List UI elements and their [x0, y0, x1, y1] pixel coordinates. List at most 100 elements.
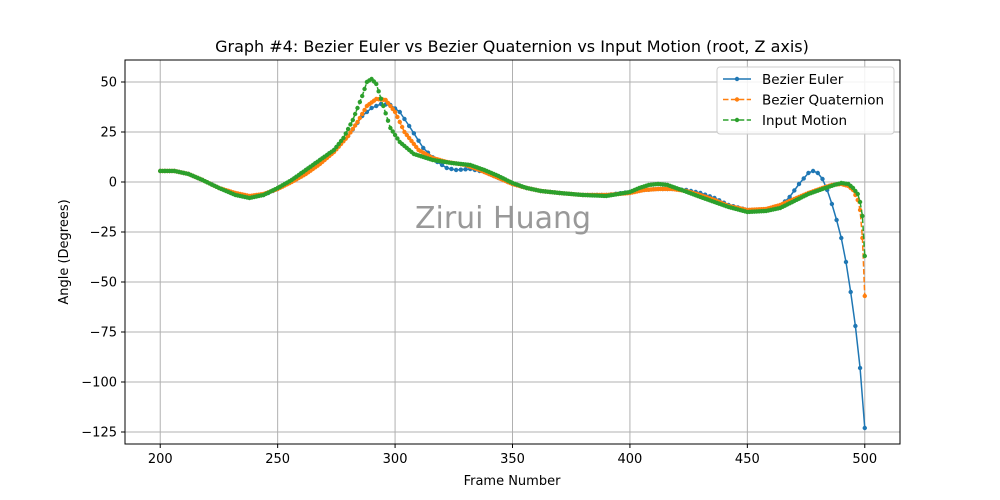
data-point	[463, 167, 468, 172]
data-point	[395, 114, 400, 120]
data-point	[834, 217, 839, 223]
x-tick-label: 200	[148, 452, 173, 467]
data-point	[341, 135, 346, 141]
data-point	[334, 144, 339, 150]
legend-marker	[734, 76, 740, 82]
chart-title: Graph #4: Bezier Euler vs Bezier Quatern…	[215, 37, 809, 56]
y-tick-label: 25	[100, 126, 117, 141]
data-point	[458, 167, 464, 172]
data-point	[390, 129, 395, 134]
data-point	[331, 147, 337, 153]
legend-label: Bezier Euler	[762, 72, 844, 88]
data-point	[853, 188, 858, 194]
data-point	[416, 138, 421, 143]
data-point	[839, 235, 844, 241]
legend-marker	[734, 97, 740, 102]
data-point	[352, 111, 358, 117]
y-tick-label: 50	[100, 76, 117, 91]
legend-marker	[734, 117, 740, 123]
data-point	[857, 365, 863, 371]
data-point	[404, 132, 410, 138]
data-point	[857, 199, 863, 205]
data-point	[414, 144, 419, 150]
data-point	[348, 130, 353, 135]
data-point	[385, 118, 391, 123]
watermark: Zirui Huang	[415, 201, 591, 236]
data-point	[406, 135, 412, 141]
data-point	[369, 105, 374, 111]
data-point	[397, 119, 402, 125]
data-point	[806, 170, 811, 176]
data-point	[853, 323, 858, 329]
data-point	[860, 213, 865, 219]
data-point	[352, 123, 358, 128]
data-point	[411, 131, 417, 136]
data-point	[409, 138, 414, 144]
x-tick-label: 250	[265, 452, 290, 467]
data-point	[411, 141, 417, 147]
data-point	[406, 123, 412, 129]
data-point	[338, 138, 344, 144]
data-point	[862, 293, 867, 299]
data-point	[792, 188, 797, 193]
y-tick-label: −50	[90, 276, 117, 291]
x-tick-label: 450	[735, 452, 760, 467]
y-axis-label: Angle (Degrees)	[57, 199, 72, 304]
data-point	[787, 194, 792, 200]
data-point	[383, 97, 388, 103]
data-point	[449, 166, 454, 172]
y-tick-label: −75	[90, 326, 117, 341]
legend-label: Bezier Quaternion	[762, 93, 884, 109]
data-point	[810, 168, 816, 174]
legend-box	[716, 66, 895, 135]
data-point	[862, 425, 867, 431]
data-point	[343, 131, 348, 136]
legend-label: Input Motion	[762, 113, 847, 129]
series-input-motion	[158, 76, 867, 259]
data-point	[850, 185, 856, 191]
data-point	[820, 176, 825, 182]
data-point	[796, 181, 802, 187]
data-point	[815, 170, 820, 176]
data-point	[385, 100, 391, 106]
data-point	[357, 99, 363, 105]
data-point	[350, 117, 355, 123]
data-point	[374, 81, 379, 87]
data-point	[345, 126, 351, 132]
data-point	[453, 167, 459, 173]
x-tick-label: 400	[618, 452, 643, 467]
data-point	[336, 141, 341, 147]
data-point	[355, 105, 360, 111]
data-point	[862, 253, 867, 259]
data-point	[374, 103, 379, 109]
data-point	[421, 145, 426, 151]
data-point	[399, 124, 405, 130]
data-point	[383, 111, 388, 116]
data-point	[348, 122, 353, 127]
data-point	[843, 259, 849, 265]
data-point	[801, 176, 806, 181]
data-point	[355, 119, 360, 125]
y-tick-label: 0	[109, 176, 117, 191]
data-point	[381, 103, 386, 109]
data-point	[388, 103, 393, 109]
x-tick-label: 350	[500, 452, 525, 467]
axis-ticks: 200 250 300 350 400 450 50050250−25−50−75−100−…	[81, 76, 877, 468]
data-point	[362, 86, 367, 92]
y-tick-label: −100	[81, 376, 117, 391]
data-point	[392, 109, 398, 115]
data-point	[392, 132, 398, 138]
data-point	[444, 165, 449, 171]
y-tick-label: −125	[81, 426, 117, 441]
x-tick-label: 500	[852, 452, 877, 467]
legend-entry: Bezier Quaternion	[723, 93, 884, 109]
data-point	[350, 126, 355, 132]
legend: Bezier Euler Bezier Quaternion Input Motio…	[716, 66, 895, 135]
data-point	[439, 162, 445, 168]
legend-entry: Input Motion	[723, 113, 847, 129]
data-point	[376, 89, 381, 94]
data-point	[402, 116, 407, 122]
data-point	[360, 93, 365, 99]
data-point	[360, 111, 365, 117]
